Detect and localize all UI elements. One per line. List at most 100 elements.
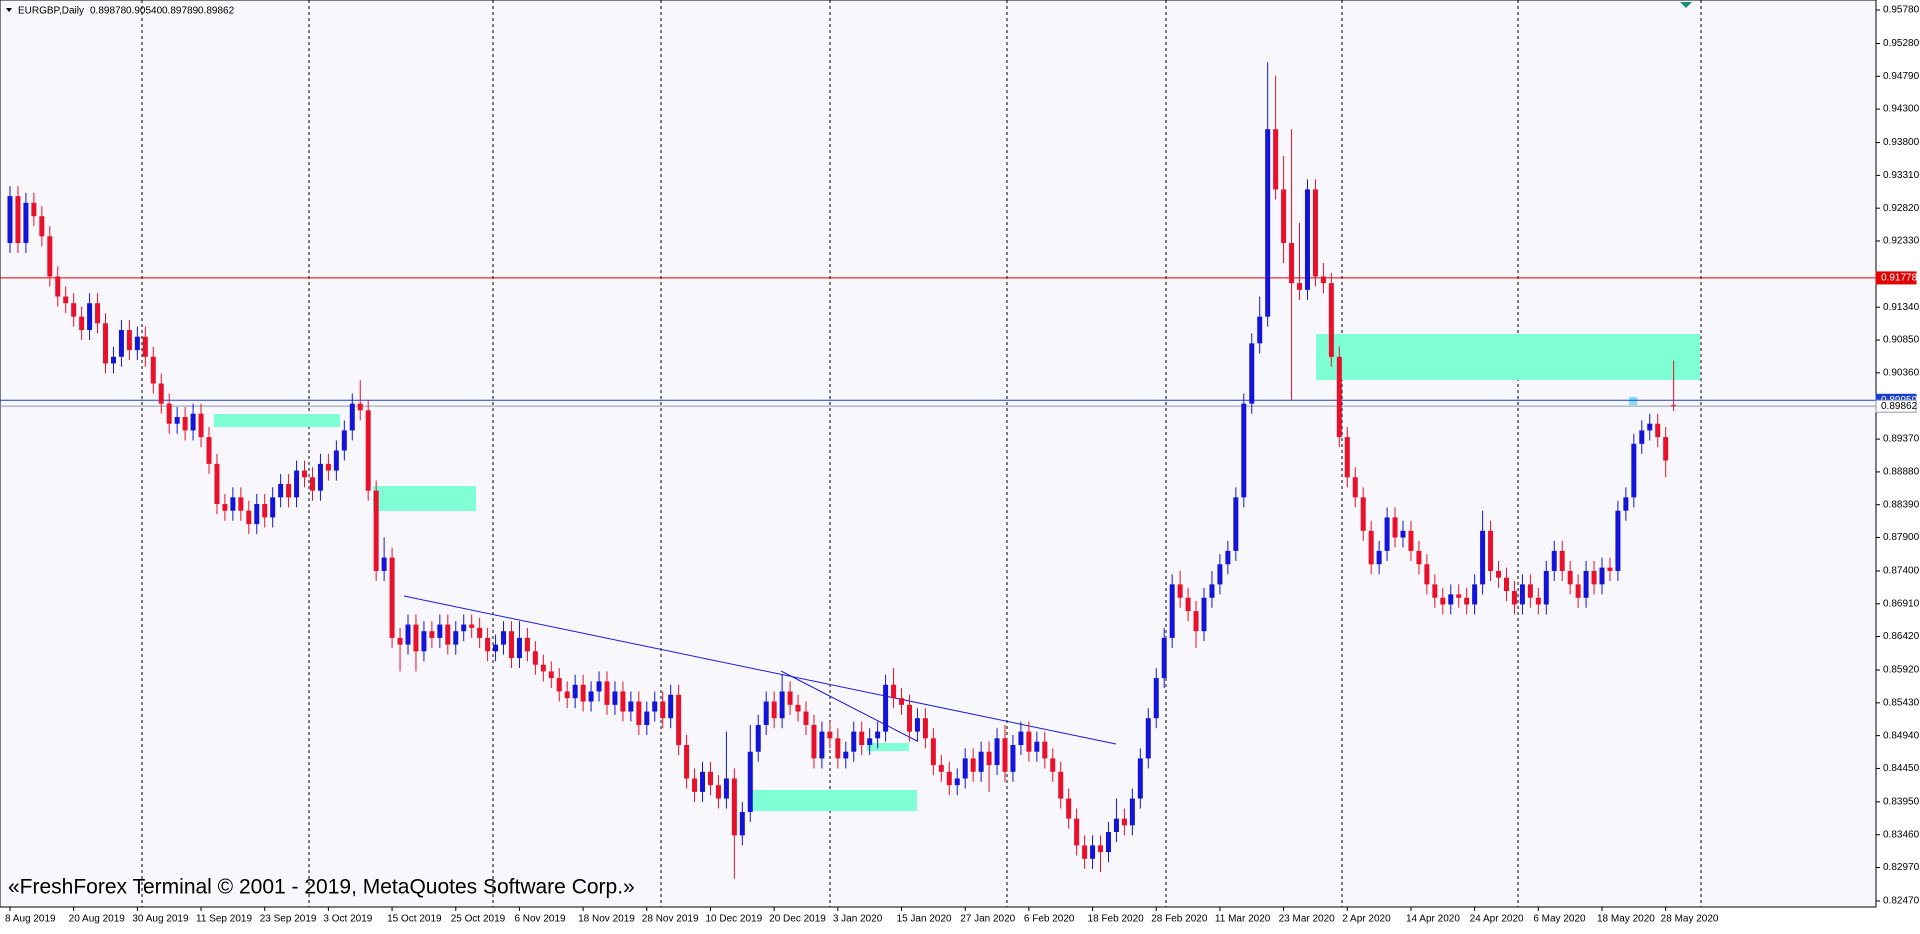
y-tick-label: 0.95780: [1883, 5, 1920, 16]
candle-body: [859, 731, 865, 746]
candle-body: [126, 330, 132, 351]
grid: [141, 0, 1702, 907]
x-tick-label: 27 Jan 2020: [960, 914, 1015, 925]
x-tick-label: 15 Oct 2019: [387, 914, 442, 925]
y-tick-label: 0.92820: [1883, 203, 1920, 214]
candle-body: [1575, 584, 1581, 598]
ohlc-open: 0.89878: [90, 6, 127, 17]
candle-body: [1384, 517, 1390, 551]
candle-body: [1217, 564, 1223, 585]
level-label: 0.89862: [1881, 401, 1918, 412]
candle-body: [676, 694, 682, 746]
candle-body: [150, 356, 156, 384]
candle-body: [87, 303, 93, 331]
candle-body: [962, 758, 968, 779]
candle-body: [994, 738, 1000, 766]
candle-body: [1153, 678, 1159, 719]
candle-body: [755, 724, 761, 752]
candle-body: [31, 202, 37, 217]
candle-body: [445, 624, 451, 645]
candle-body: [1209, 584, 1215, 598]
x-tick-label: 23 Sep 2019: [260, 914, 317, 925]
axes: 0.95780 0.95280 0.94790 0.94300 0.93800 0.933…: [5, 5, 1920, 925]
candle-body: [174, 417, 180, 424]
candle-body: [1289, 242, 1295, 284]
candle-body: [1392, 517, 1398, 538]
candle-body: [1113, 818, 1119, 833]
candle-body: [1567, 570, 1573, 585]
ohlc-low: 0.89789: [162, 6, 199, 17]
candle-body: [309, 477, 315, 491]
candle-body: [246, 510, 252, 525]
candle-body: [190, 413, 196, 431]
candle-body: [262, 504, 268, 518]
candle-body: [349, 403, 355, 431]
x-tick-label: 3 Jan 2020: [833, 914, 883, 925]
candle-body: [1408, 530, 1414, 551]
candle-body: [978, 751, 984, 772]
candle-body: [628, 701, 634, 712]
candle-body: [660, 701, 666, 719]
y-tick-label: 0.91340: [1883, 302, 1920, 313]
candle-body: [79, 316, 85, 331]
x-tick-label: 28 May 2020: [1661, 914, 1719, 925]
candle-body: [524, 637, 530, 652]
candle-body: [954, 778, 960, 786]
candle-body: [922, 718, 928, 739]
candle-body: [1503, 577, 1509, 592]
level-box: [1875, 399, 1917, 413]
candle-body: [206, 437, 212, 464]
candle-body: [453, 631, 459, 645]
x-tick-label: 15 Jan 2020: [897, 914, 952, 925]
plot-area: [0, 0, 1877, 908]
candle-body: [795, 704, 801, 712]
candle-body: [1352, 477, 1358, 498]
x-tick-label: 3 Oct 2019: [323, 914, 372, 925]
candle-body: [1480, 530, 1486, 585]
candle-body: [1082, 845, 1088, 859]
candle-body: [1599, 567, 1605, 585]
candle-body: [485, 637, 491, 652]
candle-body: [1026, 731, 1032, 752]
y-tick-label: 0.83950: [1883, 797, 1920, 808]
candle-body: [1631, 443, 1637, 498]
candle-body: [1090, 845, 1096, 859]
x-tick-label: 30 Aug 2019: [132, 914, 189, 925]
candle-body: [63, 296, 69, 304]
x-tick-label: 18 May 2020: [1597, 914, 1655, 925]
candle-body: [564, 691, 570, 699]
header-icon: [6, 8, 12, 12]
y-tick-label: 0.84450: [1883, 763, 1920, 774]
candle-body: [166, 403, 172, 424]
y-tick-label: 0.92330: [1883, 236, 1920, 247]
candle-body: [1551, 550, 1557, 571]
candle-body: [779, 691, 785, 719]
candle-body: [843, 751, 849, 759]
zone: [751, 790, 917, 811]
candle-body: [1297, 283, 1303, 290]
candle-body: [612, 691, 618, 705]
candle-body: [158, 383, 164, 404]
y-tick-label: 0.89370: [1883, 434, 1920, 445]
candle-body: [437, 624, 443, 638]
candle-body: [413, 624, 419, 652]
candle-body: [1161, 637, 1167, 679]
candle-body: [1448, 594, 1454, 605]
candle-body: [1105, 832, 1111, 853]
candle-body: [548, 671, 554, 679]
y-tick-label: 0.86910: [1883, 598, 1920, 609]
candle-body: [1432, 584, 1438, 598]
candle-body: [95, 303, 101, 324]
candle-body: [731, 778, 737, 836]
x-tick-label: 25 Oct 2019: [451, 914, 506, 925]
zone: [867, 743, 909, 751]
x-tick-label: 20 Aug 2019: [69, 914, 126, 925]
candle-body: [317, 463, 323, 491]
ohlc-close: 0.89862: [198, 6, 235, 17]
candle-body: [1066, 798, 1072, 819]
candle-body: [134, 336, 140, 351]
y-tick-label: 0.82970: [1883, 862, 1920, 873]
candle-body: [914, 718, 920, 732]
